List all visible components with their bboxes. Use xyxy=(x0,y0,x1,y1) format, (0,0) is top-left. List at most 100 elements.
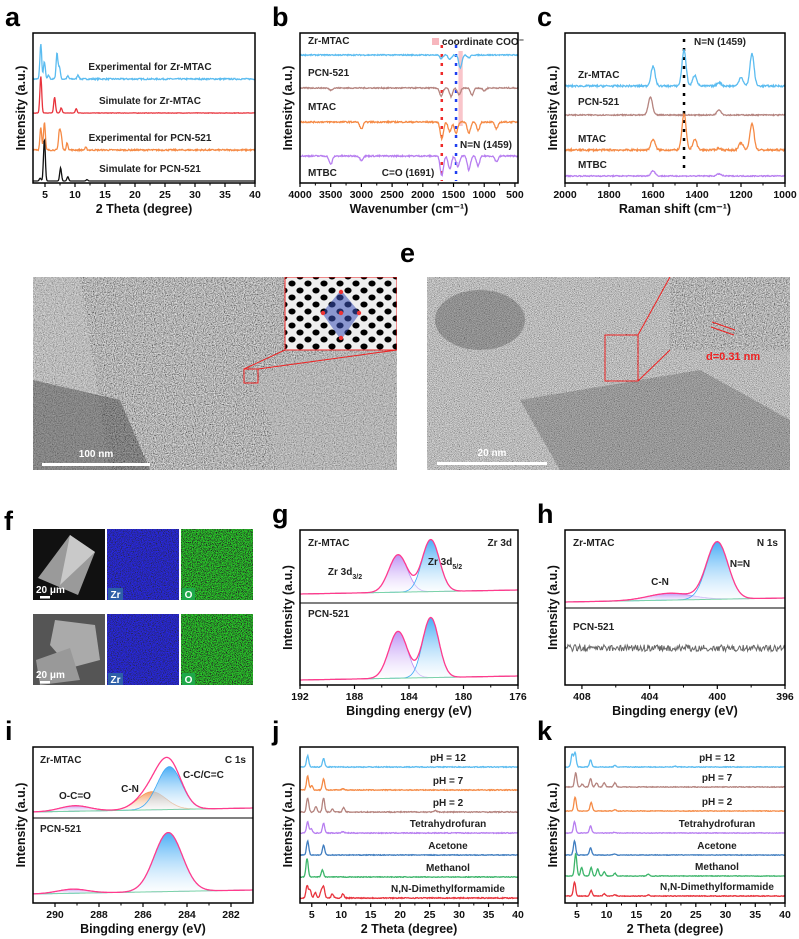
x-tick-label: 188 xyxy=(346,691,364,703)
component-label-subscript: 3/2 xyxy=(352,574,362,581)
x-tick-label: 20 xyxy=(660,909,672,921)
x-tick-label: 5 xyxy=(309,909,315,921)
x-tick-label: 3000 xyxy=(350,189,374,201)
series-line-j-1 xyxy=(300,774,519,792)
panel-label-d: d xyxy=(4,238,21,268)
series-label: Experimental for PCN-521 xyxy=(89,133,212,144)
series-label: Simulate for Zr-MTAC xyxy=(99,96,201,107)
x-tick-label: 184 xyxy=(400,691,418,703)
zoom-line xyxy=(637,277,671,336)
component-label: Zr 3d3/2 xyxy=(328,567,362,581)
x-tick-label: 5 xyxy=(574,909,580,921)
series-line-j-3 xyxy=(299,820,519,835)
scale-bar xyxy=(437,462,547,465)
x-tick-label: 30 xyxy=(453,909,465,921)
series-line-k-5 xyxy=(564,852,786,878)
series-label: Tetrahydrofuran xyxy=(679,819,756,830)
panel-label-j: j xyxy=(271,716,280,746)
series-line-k-4 xyxy=(564,839,786,857)
x-tick-label: 288 xyxy=(90,909,108,921)
series-line-c-1 xyxy=(564,96,786,117)
sample-label: Zr-MTAC xyxy=(573,538,614,549)
chart-panel-k: k 5 10 15 20 25 30 35 40 2 Theta (degree) Intensit… xyxy=(537,716,791,936)
x-tick-label: 2000 xyxy=(411,189,435,201)
x-tick-label: 2500 xyxy=(380,189,404,201)
zoom-line xyxy=(257,349,397,370)
panel-label-g: g xyxy=(272,499,289,529)
x-tick-label: 35 xyxy=(219,189,231,201)
series-label: MTBC xyxy=(578,160,607,171)
x-axis-label: 2 Theta (degree) xyxy=(96,202,193,216)
series-label: Zr-MTAC xyxy=(308,36,349,47)
noise-spectrum xyxy=(564,643,786,654)
series-label: pH = 7 xyxy=(433,776,464,787)
series-label: pH = 2 xyxy=(702,797,733,808)
dark-grain xyxy=(520,370,790,470)
x-axis-label: Bingding energy (eV) xyxy=(346,704,472,718)
tem-image-d: d 100 nm xyxy=(4,238,397,470)
x-tick-label: 20 xyxy=(394,909,406,921)
panel-label-i: i xyxy=(5,716,13,746)
x-tick-label: 15 xyxy=(631,909,643,921)
series-line-j-0 xyxy=(299,753,519,769)
series-label: N,N-Dimethylformamide xyxy=(391,884,505,895)
chart-panel-c: c 2000 1800 1600 1400 1200 1000 Raman shift (cm… xyxy=(537,2,797,216)
series-line-k-2 xyxy=(565,795,785,813)
x-tick-label: 10 xyxy=(601,909,613,921)
core-level-title: C 1s xyxy=(225,755,247,766)
component-label: C-C/C=C xyxy=(183,770,224,781)
x-tick-label: 40 xyxy=(779,909,791,921)
dark-grain xyxy=(435,290,525,350)
series-label: Zr-MTAC xyxy=(578,70,619,81)
x-tick-label: 3500 xyxy=(319,189,343,201)
fit-envelope-line xyxy=(300,538,518,595)
component-label: O-C=O xyxy=(59,791,91,802)
zr-map-label: Zr xyxy=(111,590,121,601)
zoom-line xyxy=(637,349,671,382)
scale-bar-label: 20 μm xyxy=(36,585,65,596)
series-label: Experimental for Zr-MTAC xyxy=(88,62,211,73)
annotation-label: N=N (1459) xyxy=(460,140,512,151)
panel-label-h: h xyxy=(537,499,554,529)
x-tick-label: 286 xyxy=(134,909,152,921)
o-map-label: O xyxy=(185,590,193,601)
y-axis-label: Intensity (a.u.) xyxy=(281,783,295,868)
scale-bar xyxy=(40,596,50,599)
x-axis-label: Raman shift (cm⁻¹) xyxy=(619,202,731,216)
o-label-box xyxy=(182,673,195,685)
series-line-c-2 xyxy=(564,112,786,153)
plot-frame xyxy=(299,746,519,904)
series-label: pH = 12 xyxy=(699,753,735,764)
panel-label-a: a xyxy=(5,2,21,32)
series-line-k-1 xyxy=(564,771,786,789)
series-line-j-6 xyxy=(299,884,518,900)
scale-bar xyxy=(42,463,150,466)
x-tick-label: 20 xyxy=(129,189,141,201)
x-tick-label: 404 xyxy=(641,691,659,703)
legend-label: coordinate COO⁻ xyxy=(442,37,524,48)
series-line-j-2 xyxy=(299,797,519,814)
series-line-b-1 xyxy=(299,86,519,99)
zr-label-box xyxy=(108,673,123,685)
y-axis-label: Intensity (a.u.) xyxy=(14,783,28,868)
tem-light-region xyxy=(33,277,110,470)
series-label: pH = 2 xyxy=(433,798,464,809)
eds-labels: Zr O Zr O 20 μm 20 μm xyxy=(36,585,195,686)
annotation-label: C=O (1691) xyxy=(382,168,435,179)
x-tick-label: 176 xyxy=(509,691,527,703)
x-tick-label: 192 xyxy=(291,691,309,703)
x-tick-label: 25 xyxy=(159,189,171,201)
coo-highlight-band xyxy=(458,51,463,126)
annotation-label: N=N (1459) xyxy=(694,37,746,48)
chart-panel-b: b 4000 3500 3000 2500 2000 1500 1000 500 Wavenumb… xyxy=(272,2,524,216)
x-tick-label: 1500 xyxy=(442,189,466,201)
zr-map-label: Zr xyxy=(111,675,121,686)
x-tick-label: 290 xyxy=(46,909,64,921)
fit-envelope-line xyxy=(33,756,253,813)
x-tick-label: 4000 xyxy=(288,189,312,201)
chart-panel-i: i 290 288 286 284 282 Bingding energy (eV) Inte… xyxy=(5,716,254,936)
scale-bar-label: 100 nm xyxy=(79,449,114,460)
x-tick-label: 10 xyxy=(69,189,81,201)
series-line-a-1 xyxy=(33,76,256,114)
